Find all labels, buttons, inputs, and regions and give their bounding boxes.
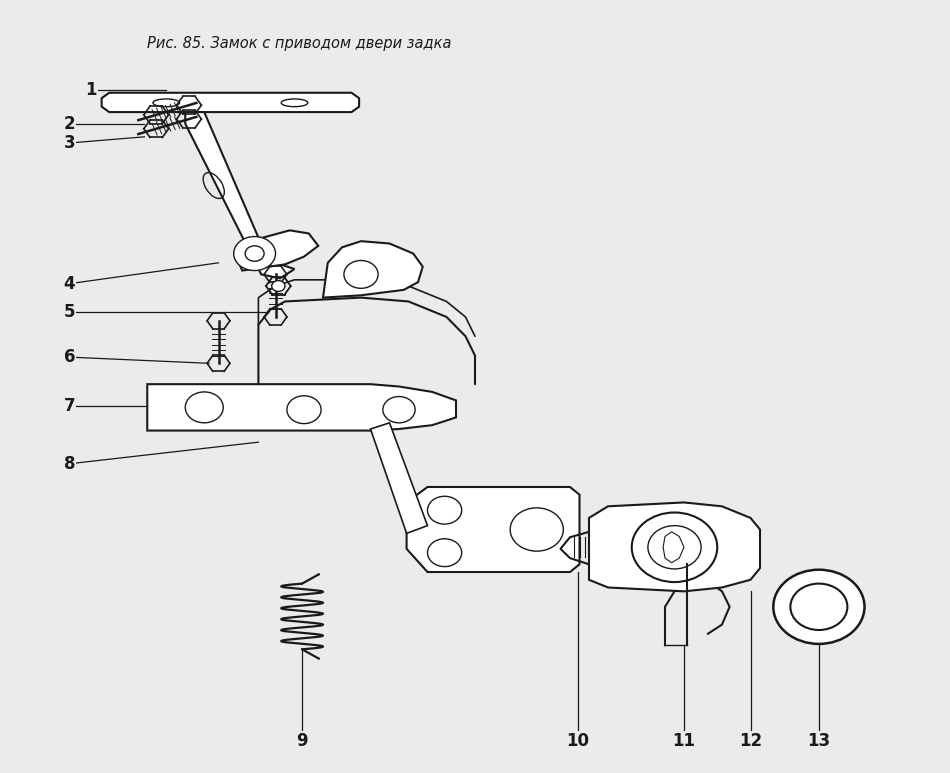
Circle shape [632,512,717,582]
Text: 7: 7 [64,397,75,415]
Text: 9: 9 [296,731,308,750]
Text: 6: 6 [64,348,75,366]
Circle shape [648,526,701,569]
Polygon shape [102,93,359,112]
Text: Рис. 85. Замок с приводом двери задка: Рис. 85. Замок с приводом двери задка [147,36,452,51]
Text: 13: 13 [808,731,830,750]
Circle shape [287,396,321,424]
Text: 5: 5 [64,302,75,321]
Circle shape [428,539,462,567]
Circle shape [428,496,462,524]
Polygon shape [663,532,684,563]
Polygon shape [323,241,423,298]
Circle shape [773,570,864,644]
Circle shape [790,584,847,630]
Circle shape [383,397,415,423]
Text: 3: 3 [64,134,75,152]
Circle shape [344,261,378,288]
Circle shape [234,237,276,271]
Polygon shape [236,230,318,271]
Polygon shape [370,423,428,533]
Text: 12: 12 [739,731,762,750]
Circle shape [272,281,285,291]
Text: 8: 8 [64,455,75,473]
Text: 10: 10 [566,731,589,750]
Polygon shape [147,384,456,431]
Circle shape [245,246,264,261]
Text: 4: 4 [64,274,75,293]
Text: 11: 11 [673,731,695,750]
Polygon shape [589,502,760,591]
Circle shape [185,392,223,423]
Polygon shape [407,487,580,572]
Circle shape [510,508,563,551]
Text: 2: 2 [64,114,75,133]
Polygon shape [185,112,294,278]
Text: 1: 1 [86,81,97,100]
